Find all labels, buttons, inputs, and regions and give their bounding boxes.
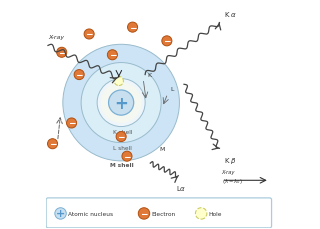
Circle shape <box>57 48 67 58</box>
Text: L shell: L shell <box>113 145 132 150</box>
Circle shape <box>122 152 132 161</box>
Text: X-ray: X-ray <box>222 169 235 174</box>
Text: −: − <box>117 133 125 142</box>
Text: +: + <box>56 209 65 218</box>
Circle shape <box>84 30 94 40</box>
Text: Hole: Hole <box>208 211 222 216</box>
Text: M shell: M shell <box>110 162 134 167</box>
Circle shape <box>138 208 150 219</box>
Text: +: + <box>114 94 128 112</box>
Text: M: M <box>159 146 164 151</box>
Circle shape <box>67 118 76 128</box>
Circle shape <box>48 139 58 149</box>
FancyBboxPatch shape <box>46 198 272 228</box>
Text: K $\alpha$: K $\alpha$ <box>224 10 237 19</box>
Text: L$\alpha$: L$\alpha$ <box>176 183 187 192</box>
Text: L: L <box>170 87 173 92</box>
Text: −: − <box>68 119 75 128</box>
Text: K shell: K shell <box>113 129 132 134</box>
Circle shape <box>196 208 207 219</box>
Text: −: − <box>58 49 66 57</box>
Circle shape <box>55 208 66 219</box>
Text: −: − <box>123 152 131 161</box>
Circle shape <box>63 45 180 161</box>
Text: −: − <box>49 140 56 149</box>
Text: −: − <box>140 209 148 218</box>
Text: −: − <box>163 37 171 46</box>
Text: K: K <box>148 72 152 77</box>
Circle shape <box>81 63 161 143</box>
Circle shape <box>116 132 126 142</box>
Text: −: − <box>76 71 83 80</box>
Text: $(\lambda=\lambda_0)$: $(\lambda=\lambda_0)$ <box>222 176 243 185</box>
Circle shape <box>162 37 172 47</box>
Text: K $\beta$: K $\beta$ <box>224 155 237 165</box>
Text: X-ray: X-ray <box>48 34 64 39</box>
Circle shape <box>74 70 84 80</box>
Text: −: − <box>109 51 116 60</box>
Text: Atomic nucleus: Atomic nucleus <box>68 211 113 216</box>
Text: −: − <box>85 30 93 39</box>
Text: Electron: Electron <box>151 211 175 216</box>
Circle shape <box>108 51 117 60</box>
Circle shape <box>108 91 134 116</box>
Text: −: − <box>129 24 136 33</box>
Circle shape <box>101 83 141 123</box>
Circle shape <box>97 79 145 127</box>
Circle shape <box>114 77 124 86</box>
Circle shape <box>128 23 138 33</box>
